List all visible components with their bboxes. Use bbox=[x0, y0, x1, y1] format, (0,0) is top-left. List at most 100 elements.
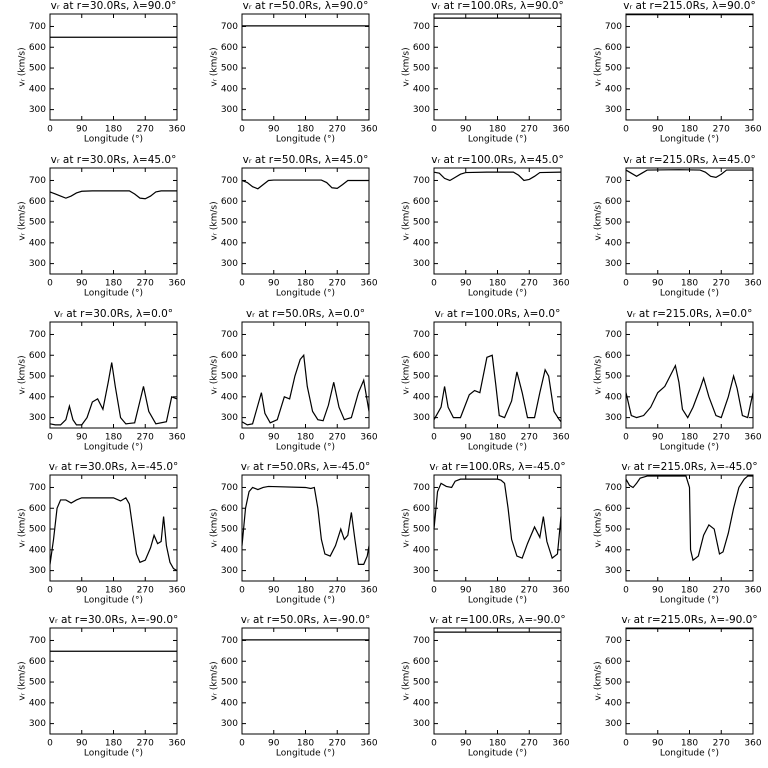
y-tick-label: 600 bbox=[29, 504, 46, 514]
plot-frame bbox=[433, 321, 562, 429]
x-tick-label: 180 bbox=[297, 433, 314, 443]
y-tick-label: 500 bbox=[29, 372, 46, 382]
y-tick-label: 300 bbox=[29, 105, 46, 115]
plot-frame bbox=[241, 167, 370, 275]
y-tick-label: 400 bbox=[413, 238, 430, 248]
panel: vᵣ at r=100.0Rs, λ=-90.0° Longitude (°) vᵣ… bbox=[402, 614, 570, 759]
x-tick-label: 180 bbox=[489, 433, 506, 443]
x-tick-label: 0 bbox=[431, 433, 437, 443]
y-tick-label: 300 bbox=[29, 413, 46, 423]
y-axis-label: vᵣ (km/s) bbox=[18, 201, 28, 240]
y-tick-label: 300 bbox=[221, 413, 238, 423]
x-axis-label: Longitude (°) bbox=[468, 443, 527, 453]
data-line bbox=[49, 497, 178, 572]
y-tick-label: 700 bbox=[413, 22, 430, 32]
x-tick-label: 360 bbox=[360, 279, 377, 289]
data-line bbox=[625, 169, 753, 178]
plot-frame bbox=[241, 627, 370, 735]
y-tick-label: 600 bbox=[29, 43, 46, 53]
x-tick-label: 90 bbox=[460, 279, 472, 289]
y-tick-label: 600 bbox=[221, 351, 238, 361]
y-tick-label: 400 bbox=[221, 392, 238, 402]
panel-title: vᵣ at r=30.0Rs, λ=45.0° bbox=[51, 154, 177, 166]
y-tick-label: 600 bbox=[605, 657, 622, 667]
plot-frame bbox=[433, 13, 562, 121]
x-tick-label: 90 bbox=[652, 586, 664, 596]
panel-title: vᵣ at r=100.0Rs, λ=-45.0° bbox=[429, 461, 565, 473]
y-axis-label: vᵣ (km/s) bbox=[210, 355, 220, 394]
x-tick-label: 270 bbox=[521, 279, 538, 289]
y-tick-label: 700 bbox=[221, 22, 238, 32]
x-axis-label: Longitude (°) bbox=[276, 596, 335, 606]
plot-frame bbox=[49, 474, 178, 582]
x-tick-label: 90 bbox=[460, 739, 472, 749]
y-tick-label: 700 bbox=[605, 22, 622, 32]
plot-frame bbox=[433, 167, 562, 275]
x-tick-label: 270 bbox=[329, 739, 346, 749]
y-tick-label: 500 bbox=[29, 525, 46, 535]
plot-frame bbox=[49, 167, 178, 275]
y-tick-label: 600 bbox=[605, 197, 622, 207]
x-tick-label: 0 bbox=[47, 739, 53, 749]
x-axis-label: Longitude (°) bbox=[276, 289, 335, 299]
y-tick-label: 500 bbox=[605, 64, 622, 74]
x-tick-label: 180 bbox=[105, 739, 122, 749]
y-tick-label: 300 bbox=[29, 259, 46, 269]
data-line bbox=[433, 478, 562, 560]
y-tick-label: 500 bbox=[605, 372, 622, 382]
x-tick-label: 90 bbox=[652, 433, 664, 443]
y-tick-label: 700 bbox=[413, 330, 430, 340]
x-tick-label: 360 bbox=[744, 739, 761, 749]
x-tick-label: 180 bbox=[681, 125, 698, 135]
y-tick-label: 700 bbox=[221, 330, 238, 340]
x-tick-label: 0 bbox=[239, 125, 245, 135]
y-tick-label: 700 bbox=[605, 330, 622, 340]
panel-title: vᵣ at r=215.0Rs, λ=45.0° bbox=[623, 154, 755, 166]
y-tick-label: 400 bbox=[413, 698, 430, 708]
x-tick-label: 180 bbox=[297, 739, 314, 749]
x-axis-label: Longitude (°) bbox=[468, 289, 527, 299]
x-tick-label: 360 bbox=[360, 433, 377, 443]
y-tick-label: 300 bbox=[221, 105, 238, 115]
x-tick-label: 270 bbox=[329, 125, 346, 135]
x-tick-label: 360 bbox=[168, 279, 185, 289]
x-axis-label: Longitude (°) bbox=[660, 289, 719, 299]
x-tick-label: 270 bbox=[713, 433, 730, 443]
y-tick-label: 400 bbox=[605, 545, 622, 555]
x-tick-label: 360 bbox=[360, 125, 377, 135]
x-tick-label: 360 bbox=[552, 433, 569, 443]
panel-title: vᵣ at r=100.0Rs, λ=45.0° bbox=[431, 154, 563, 166]
y-tick-label: 600 bbox=[221, 197, 238, 207]
data-line bbox=[625, 475, 753, 562]
y-tick-label: 500 bbox=[605, 218, 622, 228]
panel-title: vᵣ at r=30.0Rs, λ=-90.0° bbox=[49, 614, 179, 626]
x-axis-label: Longitude (°) bbox=[660, 135, 719, 145]
plot-frame bbox=[241, 474, 370, 582]
plot-frame bbox=[625, 13, 754, 121]
panel-title: vᵣ at r=50.0Rs, λ=90.0° bbox=[243, 0, 369, 12]
y-tick-label: 500 bbox=[29, 678, 46, 688]
x-tick-label: 270 bbox=[137, 279, 154, 289]
panel-title: vᵣ at r=100.0Rs, λ=90.0° bbox=[431, 0, 563, 12]
y-tick-label: 300 bbox=[605, 566, 622, 576]
x-tick-label: 90 bbox=[268, 739, 280, 749]
x-tick-label: 360 bbox=[552, 125, 569, 135]
y-tick-label: 700 bbox=[221, 636, 238, 646]
y-tick-label: 400 bbox=[413, 545, 430, 555]
x-tick-label: 90 bbox=[268, 586, 280, 596]
x-axis-label: Longitude (°) bbox=[84, 135, 143, 145]
y-tick-label: 500 bbox=[221, 525, 238, 535]
x-tick-label: 180 bbox=[105, 279, 122, 289]
x-axis-label: Longitude (°) bbox=[276, 443, 335, 453]
y-tick-label: 500 bbox=[605, 678, 622, 688]
panel-title: vᵣ at r=50.0Rs, λ=-90.0° bbox=[241, 614, 371, 626]
y-tick-label: 700 bbox=[605, 483, 622, 493]
x-tick-label: 90 bbox=[76, 125, 88, 135]
x-tick-label: 360 bbox=[744, 279, 761, 289]
panel: vᵣ at r=100.0Rs, λ=45.0° Longitude (°) vᵣ … bbox=[402, 154, 570, 299]
y-tick-label: 400 bbox=[29, 698, 46, 708]
y-tick-label: 300 bbox=[221, 719, 238, 729]
panel: vᵣ at r=30.0Rs, λ=-45.0° Longitude (°) vᵣ … bbox=[18, 461, 186, 606]
y-axis-label: vᵣ (km/s) bbox=[18, 355, 28, 394]
